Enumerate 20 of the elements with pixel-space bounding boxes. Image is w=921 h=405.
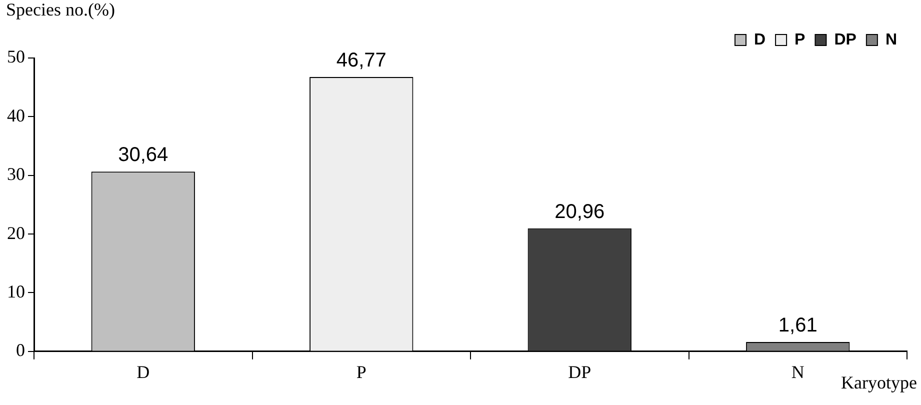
legend-label: DP: [834, 31, 857, 48]
data-label: 20,96: [554, 200, 605, 223]
x-axis-title: Karyotype: [841, 372, 917, 393]
y-tick-label: 20: [7, 222, 25, 243]
y-tick-label: 0: [16, 340, 25, 360]
y-axis-title: Species no.(%): [6, 0, 115, 20]
y-tick-label: 10: [7, 281, 25, 302]
y-tick-label: 50: [7, 46, 25, 67]
x-tick-label: P: [356, 362, 366, 382]
data-label: 30,64: [118, 144, 168, 166]
x-tick-label: N: [791, 362, 804, 382]
data-label: 1,61: [778, 314, 818, 336]
legend-label: P: [794, 31, 806, 48]
x-tick-label: D: [136, 362, 150, 382]
x-tick-label: DP: [568, 362, 592, 382]
y-tick-label: 40: [7, 105, 25, 126]
y-tick-label: 30: [7, 164, 25, 184]
data-label: 46,77: [336, 49, 386, 72]
legend-label: N: [885, 31, 898, 48]
legend-label: D: [754, 31, 766, 48]
